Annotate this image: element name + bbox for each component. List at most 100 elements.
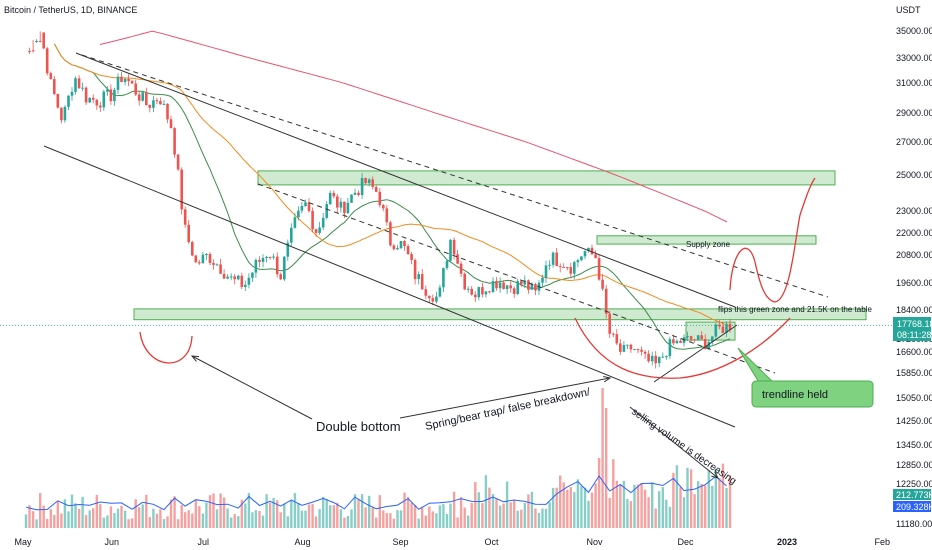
volume-bar bbox=[544, 508, 548, 528]
volume-bar bbox=[693, 494, 696, 528]
candle-body bbox=[35, 41, 38, 42]
candle-body bbox=[558, 266, 562, 267]
price-tick-label: 11180.00 bbox=[896, 519, 932, 529]
candle-body bbox=[148, 105, 152, 108]
candle-body bbox=[700, 335, 703, 339]
volume-bar bbox=[304, 510, 307, 528]
candle-body bbox=[70, 91, 74, 96]
volume-bar bbox=[127, 519, 130, 528]
candle-body bbox=[350, 194, 353, 203]
volume-bar bbox=[534, 508, 537, 528]
candle-body bbox=[626, 344, 629, 346]
candle-body bbox=[665, 356, 668, 358]
candle-body bbox=[74, 78, 77, 92]
candle-body bbox=[318, 227, 321, 233]
volume-bar bbox=[442, 504, 445, 528]
volume-layer bbox=[24, 388, 732, 528]
volume-bar bbox=[711, 485, 714, 528]
volume-bar bbox=[226, 508, 229, 528]
volume-bar bbox=[417, 518, 420, 528]
volume-bar bbox=[191, 513, 194, 528]
candle-body bbox=[180, 169, 183, 210]
volume-bar bbox=[445, 514, 449, 528]
volume-bar bbox=[424, 515, 427, 528]
candle-body bbox=[215, 264, 219, 266]
volume-bar bbox=[488, 487, 491, 528]
candle-body bbox=[417, 274, 420, 280]
volume-bar bbox=[576, 479, 580, 528]
candle-body bbox=[286, 242, 290, 257]
candle-body bbox=[191, 242, 194, 256]
volume-bar bbox=[619, 485, 622, 528]
candle-body bbox=[378, 191, 382, 206]
volume-bar bbox=[612, 459, 615, 528]
volume-bar bbox=[311, 504, 314, 528]
candle-body bbox=[141, 92, 144, 101]
volume-bar bbox=[463, 507, 466, 528]
candle-body bbox=[385, 208, 389, 223]
volume-bar bbox=[39, 493, 42, 528]
volume-bar bbox=[651, 482, 654, 528]
volume-bar bbox=[60, 513, 63, 528]
price-tick-label: 12850.00 bbox=[896, 460, 932, 470]
candle-body bbox=[290, 227, 293, 243]
volume-bar bbox=[198, 506, 201, 528]
volume-tag-value: 212.773K bbox=[896, 490, 932, 500]
candle-body bbox=[268, 256, 272, 258]
candle-body bbox=[721, 326, 725, 333]
candle-body bbox=[244, 284, 247, 287]
time-tick-label: Aug bbox=[295, 537, 311, 547]
candle-body bbox=[233, 276, 236, 280]
spring-arrow bbox=[399, 377, 611, 419]
dashed-trendline-upper bbox=[81, 54, 829, 298]
price-tick-label: 15050.00 bbox=[896, 393, 932, 403]
price-tick-label: 20800.00 bbox=[896, 250, 932, 260]
candle-body bbox=[502, 282, 505, 290]
time-axis[interactable]: May Jun Jul Aug Sep Oct Nov Dec 2023 Feb bbox=[15, 537, 891, 547]
volume-bar bbox=[516, 510, 519, 528]
zone-support-zone-18-4k bbox=[133, 308, 867, 321]
volume-bar bbox=[413, 504, 417, 528]
candle-body bbox=[544, 265, 548, 278]
candle-body bbox=[339, 201, 343, 208]
volume-bar bbox=[102, 517, 105, 528]
volume-bar bbox=[138, 507, 141, 528]
candle-body bbox=[102, 91, 106, 108]
volume-bar bbox=[375, 517, 378, 528]
zone-resistance-zone-top bbox=[257, 170, 836, 186]
candle-body bbox=[307, 202, 311, 211]
volume-bar bbox=[180, 505, 183, 528]
candle-body bbox=[63, 106, 67, 121]
volume-bar bbox=[42, 505, 45, 528]
volume-bar bbox=[700, 483, 703, 528]
rising-trendline bbox=[653, 324, 738, 383]
volume-bar bbox=[396, 510, 399, 528]
volume-bar bbox=[353, 494, 357, 528]
volume-bar bbox=[605, 408, 608, 528]
candle-body bbox=[332, 192, 336, 197]
candle-body bbox=[466, 288, 470, 290]
candle-body bbox=[484, 291, 488, 295]
candle-body bbox=[707, 341, 711, 349]
candle-body bbox=[382, 205, 385, 209]
candle-body bbox=[449, 239, 452, 261]
candle-body bbox=[91, 97, 95, 100]
candle-body bbox=[619, 343, 622, 352]
volume-bar bbox=[237, 516, 240, 528]
candle-body bbox=[364, 178, 367, 184]
price-tick-label: 15850.00 bbox=[896, 368, 932, 378]
candle-body bbox=[420, 274, 424, 290]
volume-bar bbox=[134, 499, 137, 528]
double-bottom-arrow bbox=[191, 355, 313, 420]
candle-body bbox=[615, 334, 619, 344]
candle-body bbox=[67, 95, 70, 107]
candle-body bbox=[219, 264, 222, 274]
price-tick-label: 33000.00 bbox=[896, 53, 932, 63]
volume-bar bbox=[332, 505, 335, 528]
volume-bar bbox=[219, 493, 222, 528]
volume-bar bbox=[360, 494, 364, 528]
volume-bar bbox=[268, 502, 272, 528]
candle-body bbox=[576, 260, 580, 263]
price-tick-label: 18400.00 bbox=[896, 305, 932, 315]
